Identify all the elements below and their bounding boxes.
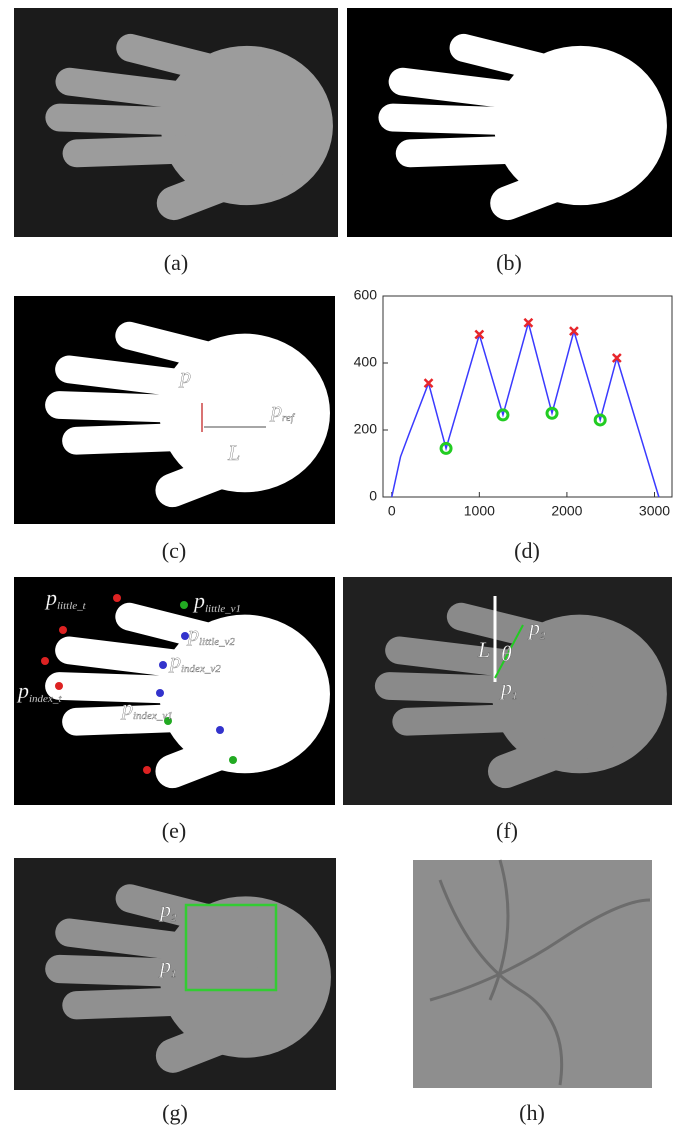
keypoint [143, 766, 151, 774]
caption: (h) [519, 1100, 545, 1125]
annotation-sub: little_v1 [205, 603, 241, 615]
finger [59, 686, 245, 692]
finger [76, 435, 245, 441]
annotation-sub: 1 [171, 968, 177, 980]
annotation-text: p [16, 678, 29, 703]
finger [76, 999, 245, 1005]
annotation-text: p [269, 397, 282, 422]
caption: (f) [496, 818, 518, 843]
caption: (g) [162, 1100, 188, 1125]
x-tick-label: 0 [388, 503, 396, 519]
annotation: L [227, 440, 240, 465]
annotation-text: p [527, 615, 540, 640]
annotation-text: p [178, 363, 191, 388]
keypoint [55, 682, 63, 690]
keypoint [216, 726, 224, 734]
annotation: θ [501, 641, 512, 666]
annotation-sub: 1 [512, 690, 518, 702]
annotation: p [178, 363, 191, 388]
finger [59, 969, 245, 975]
caption: (c) [162, 538, 186, 563]
y-tick-label: 0 [369, 488, 377, 504]
annotation: L [477, 637, 490, 662]
annotation-text: p [192, 588, 205, 613]
y-tick-label: 200 [354, 421, 378, 437]
x-tick-label: 3000 [639, 503, 670, 519]
finger [410, 147, 581, 153]
annotation-text: p [168, 648, 181, 673]
annotation-text: p [499, 675, 512, 700]
keypoint [156, 689, 164, 697]
annotation-sub: index_t [29, 693, 62, 705]
annotation-text: L [227, 440, 240, 465]
figure: (a)(b)(c)(d)(e)(f)(g)(h)pLprefplittle_tp… [0, 0, 683, 1131]
keypoint [159, 661, 167, 669]
keypoint [180, 601, 188, 609]
annotation-text: L [477, 637, 490, 662]
annotation-sub: little_t [57, 600, 87, 612]
annotation-sub: 2 [171, 912, 177, 924]
annotation-text: p [158, 953, 171, 978]
annotation-text: p [158, 897, 171, 922]
annotation-sub: index_v2 [181, 663, 221, 675]
annotation-sub: ref [282, 412, 296, 424]
finger [393, 118, 581, 124]
annotation-sub: 2 [540, 630, 546, 642]
caption: (d) [514, 538, 540, 563]
finger [389, 686, 579, 692]
finger [59, 405, 245, 411]
annotation-sub: index_v1 [133, 710, 173, 722]
finger [407, 716, 580, 722]
annotation-text: p [44, 585, 57, 610]
x-tick-label: 1000 [464, 503, 495, 519]
finger [60, 118, 247, 124]
keypoint [113, 594, 121, 602]
keypoint [229, 756, 237, 764]
annotation-text: p [186, 621, 199, 646]
annotation-text: θ [501, 641, 512, 666]
palm-roi [413, 860, 652, 1088]
caption: (a) [164, 250, 188, 275]
annotation-text: p [120, 695, 133, 720]
annotation-sub: little_v2 [199, 636, 236, 648]
x-tick-label: 2000 [551, 503, 582, 519]
y-tick-label: 400 [354, 354, 378, 370]
keypoint [41, 657, 49, 665]
finger [77, 147, 247, 153]
y-tick-label: 600 [354, 287, 378, 303]
caption: (b) [496, 250, 522, 275]
keypoint [59, 626, 67, 634]
caption: (e) [162, 818, 186, 843]
